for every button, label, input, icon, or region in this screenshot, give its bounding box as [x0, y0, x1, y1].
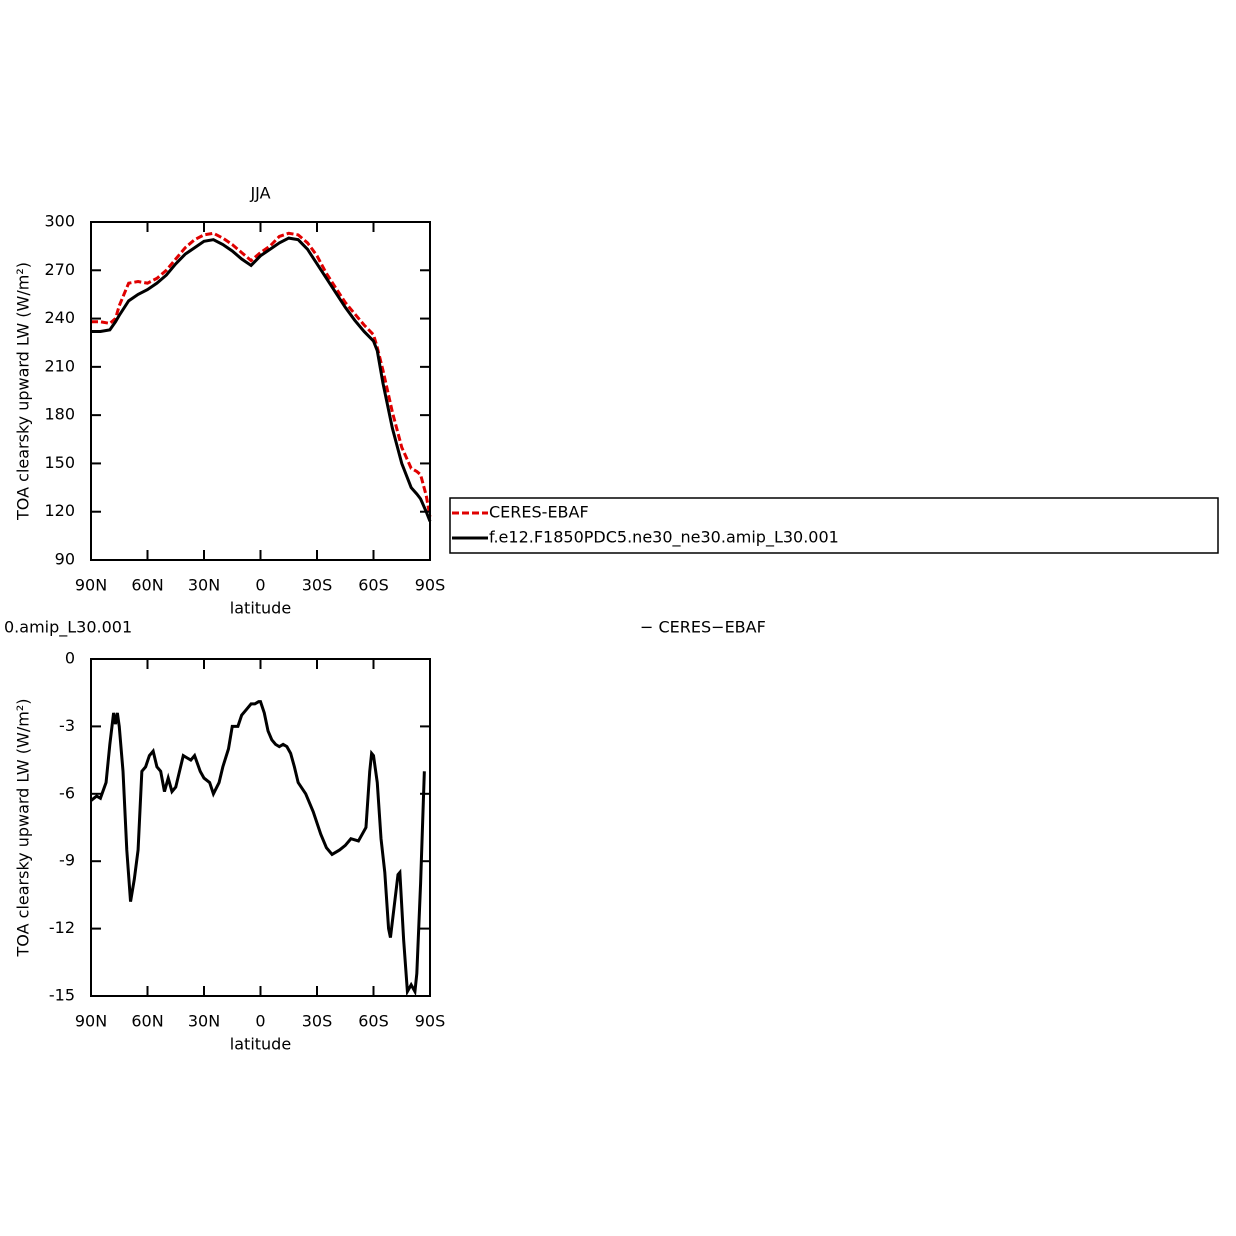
y-tick-label: -6 — [59, 783, 75, 802]
y-tick-label: -9 — [59, 851, 75, 870]
y-tick-label: 300 — [44, 212, 75, 231]
y-tick-label: 270 — [44, 260, 75, 279]
chart-title-right: − CERES−EBAF — [640, 618, 766, 637]
y-tick-label: -12 — [49, 918, 75, 937]
x-tick-label: 30N — [188, 576, 220, 595]
x-tick-label: 90N — [75, 1012, 107, 1031]
data-line — [91, 231, 432, 517]
x-tick-label: 30S — [302, 576, 333, 595]
x-tick-label: 0 — [255, 576, 265, 595]
y-tick-label: 240 — [44, 308, 75, 327]
y-tick-label: -15 — [49, 986, 75, 1005]
x-tick-label: 30N — [188, 1012, 220, 1031]
x-tick-label: 60S — [358, 1012, 389, 1031]
x-tick-label: 90S — [415, 576, 446, 595]
x-tick-label: 90S — [415, 1012, 446, 1031]
chart-title-left: 0.amip_L30.001 — [4, 618, 132, 638]
legend-box — [449, 497, 1219, 554]
y-tick-label: 210 — [44, 356, 75, 375]
y-axis-label: TOA clearsky upward LW (W/m²) — [14, 699, 33, 958]
x-axis-label: latitude — [230, 1035, 291, 1054]
y-tick-label: 150 — [44, 453, 75, 472]
y-tick-label: 120 — [44, 501, 75, 520]
y-tick-label: 180 — [44, 405, 75, 424]
chart-title: JJA — [249, 184, 270, 203]
y-axis-label: TOA clearsky upward LW (W/m²) — [14, 262, 33, 521]
plot-frame — [90, 221, 431, 561]
x-tick-label: 60S — [358, 576, 389, 595]
data-line — [90, 700, 426, 997]
legend-label: CERES-EBAF — [489, 503, 589, 522]
legend-label: f.e12.F1850PDC5.ne30_ne30.amip_L30.001 — [489, 528, 839, 548]
y-tick-label: 0 — [65, 649, 75, 668]
x-tick-label: 60N — [131, 576, 163, 595]
x-tick-label: 0 — [255, 1012, 265, 1031]
x-tick-label: 60N — [131, 1012, 163, 1031]
y-tick-label: 90 — [55, 550, 75, 569]
x-axis-label: latitude — [230, 599, 291, 618]
x-tick-label: 30S — [302, 1012, 333, 1031]
data-line — [91, 236, 432, 522]
y-tick-label: -3 — [59, 716, 75, 735]
x-tick-label: 90N — [75, 576, 107, 595]
